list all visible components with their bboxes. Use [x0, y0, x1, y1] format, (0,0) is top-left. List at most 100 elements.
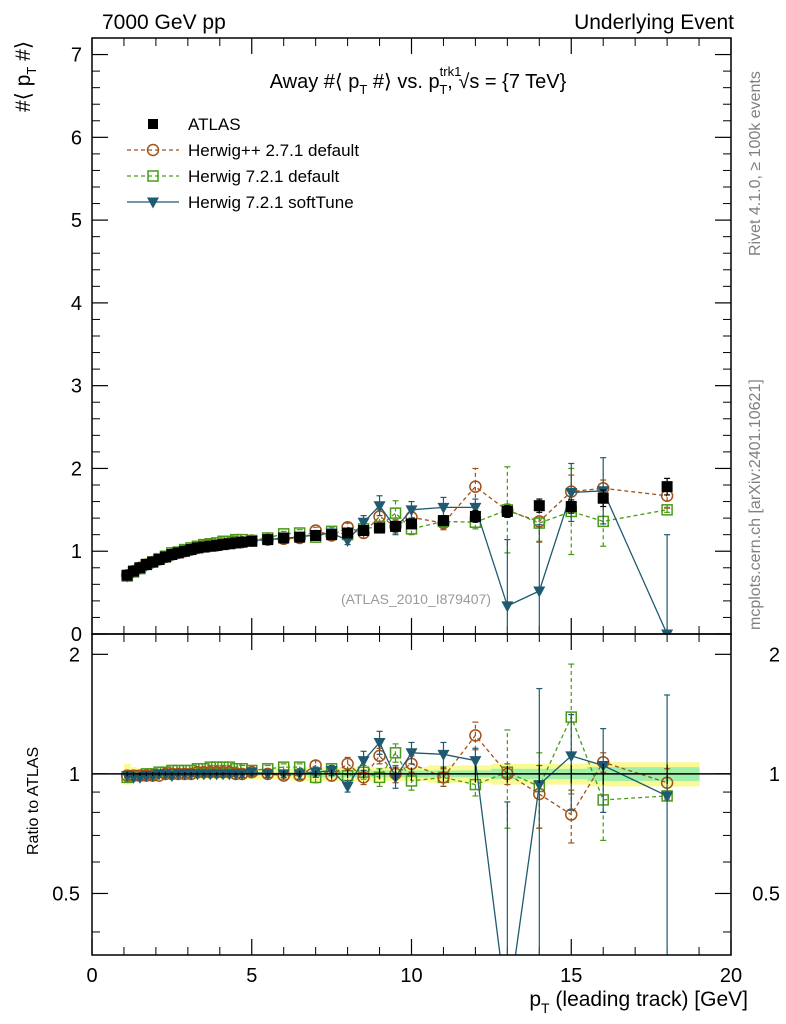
- main-series-atlas: [121, 477, 673, 581]
- ratio-y-tick-label-right: 0.5: [752, 883, 780, 905]
- main-point: [121, 569, 133, 581]
- ratio-data-layer: [92, 663, 731, 1020]
- legend: ATLAS Herwig++ 2.7.1 default Herwig 7.2.1 …: [127, 115, 359, 212]
- legend-marker-herwig721: [147, 170, 159, 182]
- ratio-point: [357, 756, 370, 768]
- main-point: [217, 539, 229, 551]
- ratio-point: [501, 1009, 513, 1020]
- main-y-tick-label: 2: [71, 458, 82, 480]
- main-point: [469, 480, 482, 493]
- main-point: [373, 501, 386, 513]
- main-point: [661, 481, 673, 493]
- main-point: [166, 549, 178, 561]
- rivet-version-label: Rivet 4.1.0, ≥ 100k events: [747, 71, 764, 256]
- ratio-y-label: Ratio to ATLAS: [25, 747, 42, 855]
- ratio-point: [661, 791, 674, 803]
- main-point: [185, 544, 197, 556]
- main-y-tick-label: 3: [71, 376, 82, 398]
- main-point: [191, 542, 203, 554]
- main-point: [501, 601, 514, 613]
- ratio-y-tick-label-right: 1: [769, 764, 780, 786]
- x-tick-label: 20: [720, 965, 742, 987]
- main-point: [294, 531, 306, 543]
- header-left: 7000 GeV pp: [102, 11, 226, 34]
- ratio-panel: 0.5 0.51 12 20 5 10 15 20 Ratio to ATLAS pT (le…: [25, 633, 780, 1020]
- ratio-point: [341, 757, 354, 771]
- main-point: [469, 502, 482, 514]
- main-point: [153, 554, 165, 565]
- main-point: [140, 558, 152, 570]
- main-point: [357, 517, 370, 529]
- ratio-point: [373, 737, 386, 749]
- mcplots-label: mcplots.cern.ch [arXiv:2401.10621]: [747, 379, 764, 630]
- main-point: [533, 586, 546, 598]
- main-point: [278, 532, 290, 544]
- legend-marker-atlas: [148, 119, 158, 129]
- main-y-tick-label: 1: [71, 541, 82, 563]
- main-point: [406, 518, 417, 530]
- main-point: [342, 527, 354, 539]
- x-tick-label: 5: [246, 965, 257, 987]
- ratio-y-tick-label-right: 2: [769, 644, 780, 666]
- main-point: [437, 502, 450, 514]
- main-point: [236, 536, 248, 548]
- main-point: [147, 556, 159, 568]
- x-tick-label: 15: [560, 965, 582, 987]
- x-axis-label: pT (leading track) [GeV]: [529, 988, 748, 1016]
- ratio-series-softtune: [121, 687, 674, 1020]
- main-point: [134, 562, 146, 574]
- main-point: [469, 510, 481, 522]
- main-y-tick-label: 0: [71, 624, 82, 646]
- legend-label-herwig721: Herwig 7.2.1 default: [188, 167, 339, 186]
- main-y-tick-label: 6: [71, 127, 82, 149]
- main-point: [223, 538, 235, 550]
- ratio-point: [533, 780, 546, 792]
- ratio-y-tick-label: 1: [69, 764, 80, 786]
- main-point: [230, 537, 242, 549]
- main-point: [358, 525, 370, 537]
- header-right: Underlying Event: [574, 11, 734, 34]
- ratio-point: [405, 748, 418, 760]
- legend-label-softtune: Herwig 7.2.1 softTune: [188, 193, 354, 212]
- main-point: [204, 540, 216, 552]
- ratio-point: [469, 756, 482, 768]
- legend-marker-herwigpp: [146, 143, 160, 157]
- main-point: [326, 529, 338, 541]
- ratio-point: [341, 781, 354, 793]
- main-point: [389, 507, 402, 519]
- main-y-axis: 0 1 2 3 4 5 6 7: [71, 37, 732, 646]
- ratio-axes: 0.5 0.51 12 20 5 10 15 20: [52, 634, 780, 987]
- ratio-y-tick-label: 2: [69, 644, 80, 666]
- main-point: [128, 565, 140, 577]
- main-point: [310, 529, 322, 541]
- ratio-point: [437, 749, 450, 761]
- ratio-plot-frame: [91, 633, 732, 956]
- main-panel: 0 1 2 3 4 5 6 7 Away #⟨ pT #⟩ vs. ptrk1 T, √s = …: [12, 37, 732, 646]
- main-point: [198, 541, 210, 553]
- main-point: [661, 504, 673, 516]
- main-y-label: #⟨ pT #⟩: [12, 41, 39, 112]
- ratio-point: [389, 747, 402, 759]
- main-data-layer: [120, 457, 674, 634]
- main-point: [437, 515, 449, 527]
- x-tick-label: 0: [86, 965, 97, 987]
- main-point: [374, 522, 386, 534]
- main-point: [179, 545, 191, 557]
- main-point: [172, 547, 184, 559]
- main-point: [501, 505, 513, 517]
- main-point: [211, 539, 223, 551]
- main-title: Away #⟨ pT #⟩ vs. ptrk1 T, √s = {7 TeV}: [270, 64, 567, 97]
- main-point: [341, 535, 354, 547]
- main-point: [246, 535, 258, 547]
- legend-label-herwigpp: Herwig++ 2.7.1 default: [188, 141, 359, 160]
- main-point: [405, 505, 418, 517]
- main-y-tick-label: 5: [71, 210, 82, 232]
- ratio-point: [565, 751, 578, 763]
- ratio-y-tick-label: 0.5: [52, 883, 80, 905]
- main-point: [597, 492, 609, 504]
- x-tick-label: 10: [400, 965, 422, 987]
- ratio-point: [469, 729, 482, 742]
- main-line-softtune: [126, 490, 668, 634]
- main-point: [262, 534, 274, 546]
- ratio-series-atlas: [92, 763, 731, 785]
